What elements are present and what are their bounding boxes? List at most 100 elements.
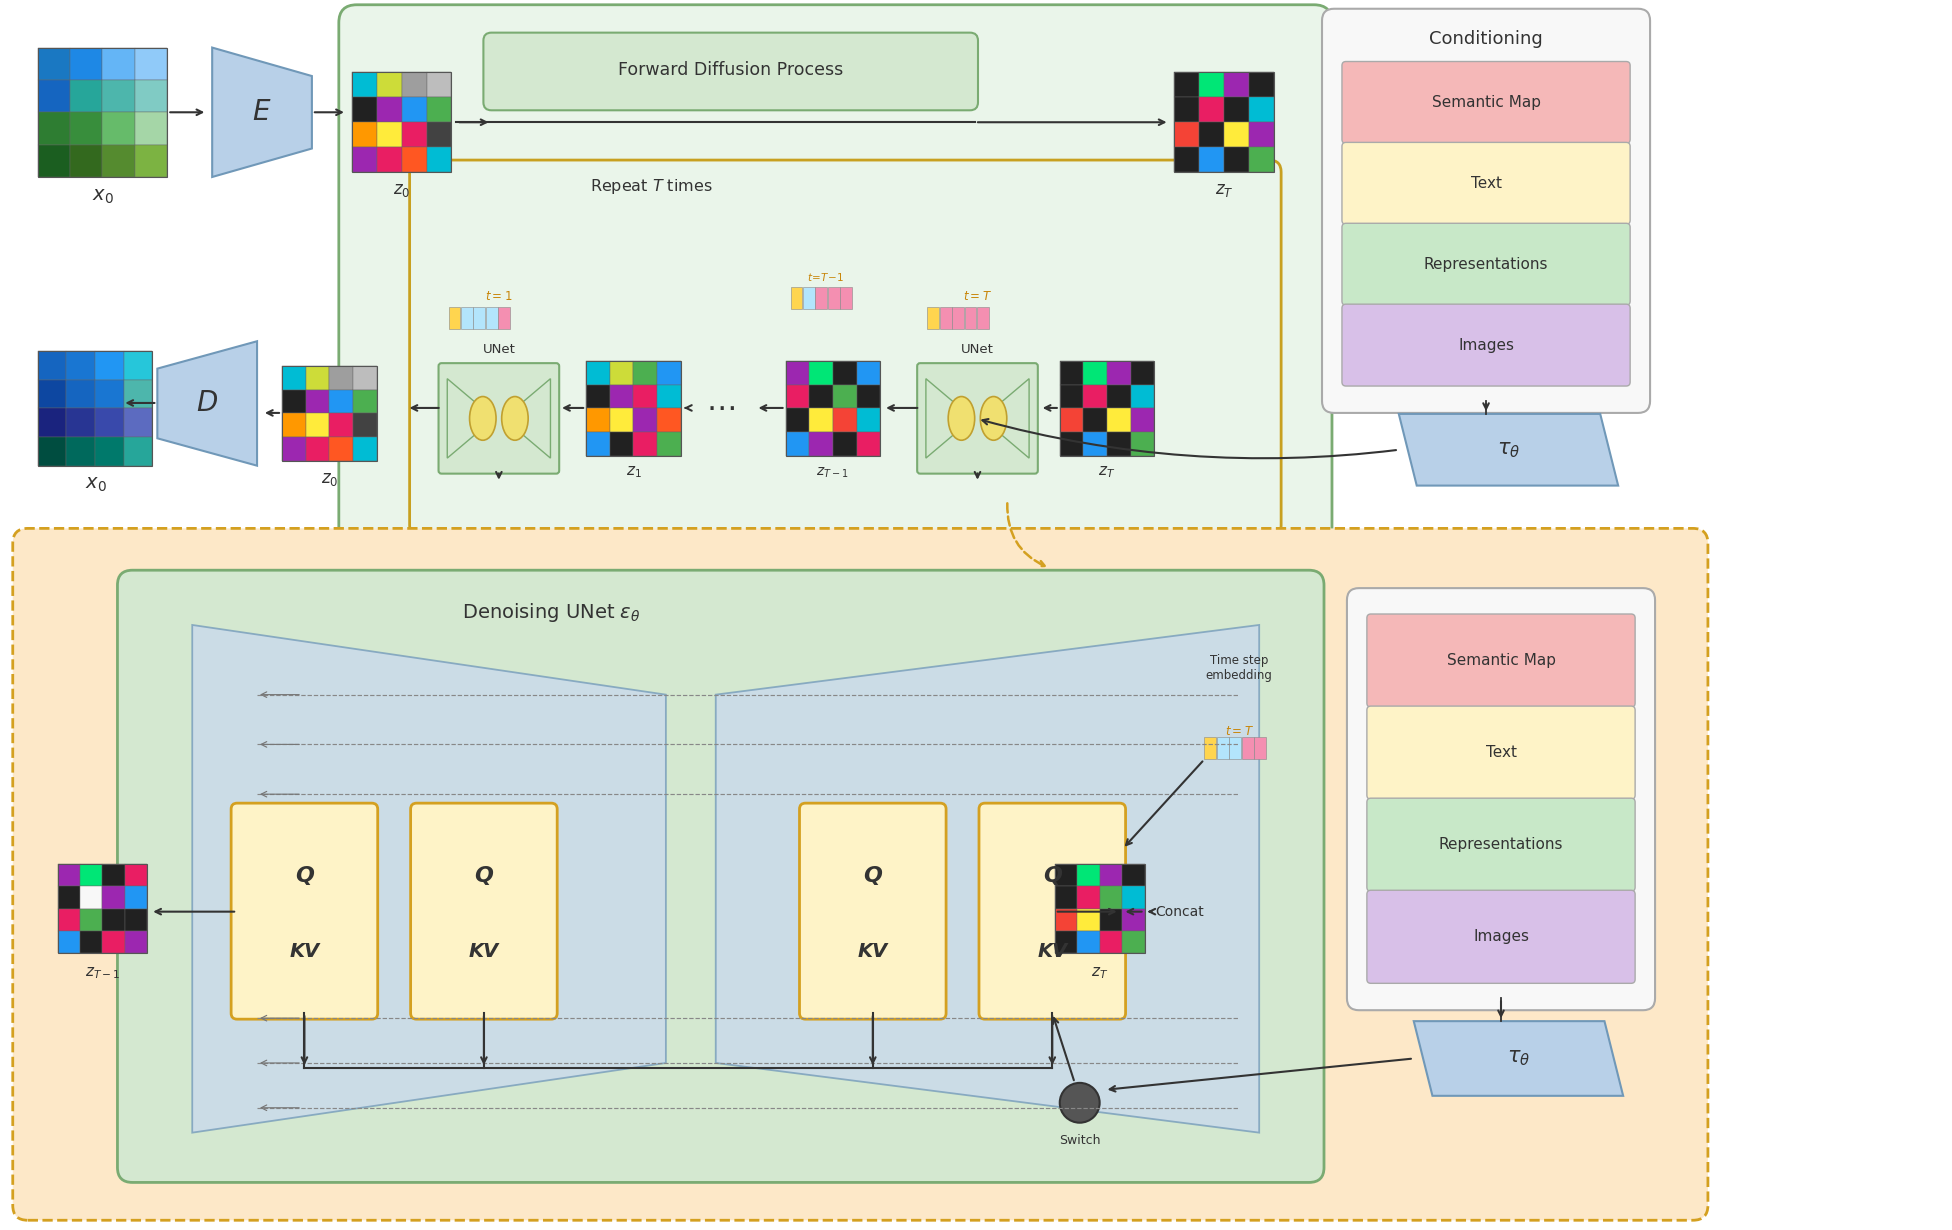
Bar <box>785 362 880 456</box>
Bar <box>330 437 353 461</box>
Bar <box>449 308 461 330</box>
Bar <box>609 408 634 432</box>
Bar <box>1107 362 1130 385</box>
Bar <box>123 352 152 380</box>
Bar <box>70 48 103 80</box>
Bar <box>1054 909 1078 931</box>
Polygon shape <box>191 625 666 1133</box>
Bar <box>1230 738 1241 759</box>
Ellipse shape <box>470 396 496 440</box>
Bar <box>1175 148 1199 172</box>
Bar <box>802 288 814 310</box>
Bar <box>281 390 306 413</box>
Bar <box>1224 97 1249 122</box>
Bar <box>281 367 306 390</box>
Bar <box>96 437 123 466</box>
Bar <box>658 385 681 408</box>
Bar <box>402 148 427 172</box>
Bar <box>1175 122 1199 148</box>
Bar <box>1060 408 1083 432</box>
Bar <box>353 367 377 390</box>
Text: $z_T$: $z_T$ <box>1091 966 1109 982</box>
Bar <box>634 432 658 456</box>
FancyBboxPatch shape <box>230 803 377 1020</box>
Text: Images: Images <box>1458 337 1515 353</box>
Bar <box>1083 408 1107 432</box>
Polygon shape <box>982 379 1029 458</box>
Bar <box>66 352 96 380</box>
Text: Q: Q <box>295 866 314 887</box>
Text: Images: Images <box>1474 930 1528 945</box>
Text: Representations: Representations <box>1423 257 1548 272</box>
Ellipse shape <box>980 396 1007 440</box>
Bar <box>498 308 509 330</box>
Bar <box>658 408 681 432</box>
Bar <box>586 408 609 432</box>
Polygon shape <box>716 625 1259 1133</box>
FancyBboxPatch shape <box>14 529 1708 1220</box>
Bar <box>1083 432 1107 456</box>
Bar <box>1130 408 1154 432</box>
Polygon shape <box>925 379 972 458</box>
Bar <box>1130 362 1154 385</box>
Bar <box>103 145 135 177</box>
Ellipse shape <box>949 396 974 440</box>
Bar <box>59 931 80 953</box>
Bar <box>330 413 353 437</box>
Bar <box>59 909 80 931</box>
Bar <box>785 408 810 432</box>
Polygon shape <box>158 341 258 466</box>
Bar <box>927 308 939 330</box>
Bar <box>37 352 152 466</box>
Text: $z_0$: $z_0$ <box>322 470 338 487</box>
Bar <box>66 437 96 466</box>
Bar <box>306 437 330 461</box>
Bar <box>135 112 168 145</box>
Text: Text: Text <box>1470 176 1501 191</box>
Text: $z_1$: $z_1$ <box>627 465 642 481</box>
FancyBboxPatch shape <box>484 33 978 111</box>
Polygon shape <box>447 379 494 458</box>
Bar <box>1107 432 1130 456</box>
Bar <box>1122 909 1144 931</box>
Bar <box>1199 73 1224 97</box>
FancyBboxPatch shape <box>1366 798 1636 892</box>
Bar <box>1199 97 1224 122</box>
FancyBboxPatch shape <box>340 5 1331 593</box>
Bar <box>1060 362 1083 385</box>
Bar <box>834 362 857 385</box>
Bar <box>1099 909 1122 931</box>
Bar <box>978 308 990 330</box>
Text: Q: Q <box>474 866 494 887</box>
Bar <box>37 437 66 466</box>
Bar <box>609 362 634 385</box>
Bar <box>810 385 834 408</box>
Bar <box>402 97 427 122</box>
Text: Repeat $T$ times: Repeat $T$ times <box>590 177 712 197</box>
Bar <box>474 308 486 330</box>
Bar <box>586 362 609 385</box>
FancyBboxPatch shape <box>1322 9 1649 413</box>
Polygon shape <box>504 379 550 458</box>
Bar <box>586 385 609 408</box>
Bar <box>70 112 103 145</box>
Text: $z_T$: $z_T$ <box>1099 465 1115 481</box>
Text: Denoising UNet $\varepsilon_\theta$: Denoising UNet $\varepsilon_\theta$ <box>463 600 640 624</box>
Polygon shape <box>1400 415 1618 486</box>
FancyBboxPatch shape <box>1341 304 1630 386</box>
Bar <box>103 80 135 112</box>
Bar <box>1199 148 1224 172</box>
Text: Concat: Concat <box>1156 904 1204 919</box>
Text: $t=T$: $t=T$ <box>962 290 992 303</box>
Bar <box>351 73 451 172</box>
Bar <box>834 408 857 432</box>
Bar <box>828 288 839 310</box>
Bar <box>634 408 658 432</box>
Bar <box>1130 432 1154 456</box>
Bar <box>37 145 70 177</box>
Text: Forward Diffusion Process: Forward Diffusion Process <box>619 62 843 80</box>
Bar <box>70 80 103 112</box>
Bar <box>1060 362 1154 456</box>
Bar <box>402 73 427 97</box>
Bar <box>1078 909 1099 931</box>
